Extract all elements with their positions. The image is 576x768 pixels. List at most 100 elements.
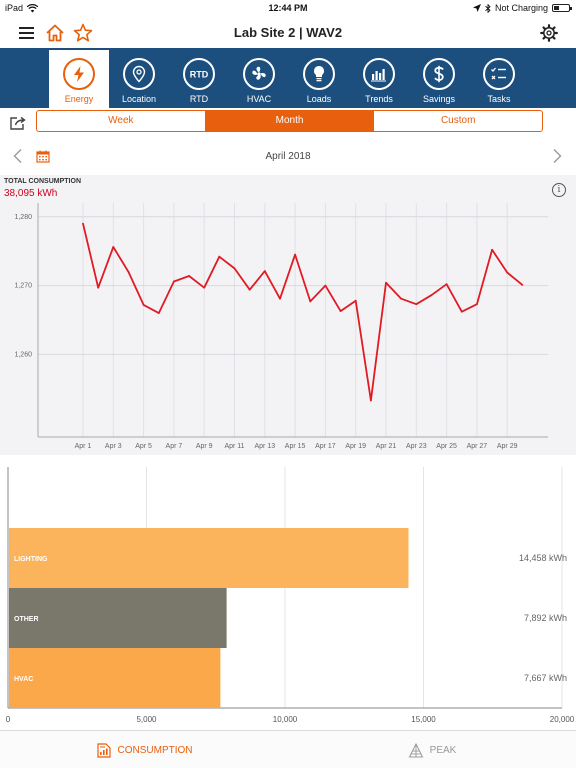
data-point <box>506 271 509 274</box>
x-tick-label: Apr 15 <box>285 443 306 450</box>
chevron-left-icon[interactable] <box>11 148 25 164</box>
period-month-option[interactable]: Month <box>204 111 374 131</box>
tab-energy[interactable]: Energy <box>49 50 109 108</box>
tab-tasks[interactable]: Tasks <box>469 50 529 108</box>
bar-category-label: OTHER <box>14 616 39 623</box>
period-custom-option[interactable]: Custom <box>373 111 542 131</box>
tab-consumption[interactable]: CONSUMPTION <box>0 731 288 768</box>
plot-area <box>38 203 548 437</box>
data-point <box>324 284 327 287</box>
current-month-label: April 2018 <box>265 151 311 162</box>
tab-location[interactable]: Location <box>109 50 169 108</box>
data-point <box>97 286 100 289</box>
data-point <box>203 286 206 289</box>
period-week-option[interactable]: Week <box>108 115 134 126</box>
star-icon[interactable] <box>72 22 94 44</box>
tab-label: Trends <box>365 94 393 104</box>
battery-icon <box>552 4 572 12</box>
share-export-icon[interactable] <box>9 115 27 131</box>
data-point <box>415 303 418 306</box>
bar-value-label: 7,667 kWh <box>524 673 567 683</box>
x-tick-label: Apr 11 <box>224 443 244 450</box>
data-point <box>339 310 342 312</box>
x-tick-label: Apr 19 <box>345 443 366 450</box>
tab-rtd[interactable]: RTD RTD <box>169 50 229 108</box>
total-consumption-label: TOTAL CONSUMPTION <box>4 178 81 185</box>
x-tick-label: Apr 29 <box>497 443 518 450</box>
bottom-tab-bar: CONSUMPTION PEAK <box>0 730 576 768</box>
page-title: Lab Site 2 | WAV2 <box>233 25 343 40</box>
status-time: 12:44 PM <box>268 3 308 13</box>
home-icon[interactable] <box>44 22 66 44</box>
calendar-icon[interactable] <box>36 150 50 163</box>
bar-value-label: 7,892 kWh <box>524 613 567 623</box>
x-tick-label: Apr 5 <box>135 443 152 450</box>
category-breakdown-bar-chart: 0 5,000 10,000 15,000 20,000 LIGHTING 14,458 k… <box>6 467 575 724</box>
x-tick-label: Apr 9 <box>196 443 213 450</box>
status-bar: iPad 12:44 PM Not Charging <box>0 0 576 16</box>
x-tick-label: 0 <box>6 715 11 724</box>
tab-trends[interactable]: Trends <box>349 50 409 108</box>
tab-savings[interactable]: Savings <box>409 50 469 108</box>
data-point <box>112 246 115 248</box>
tab-label: Savings <box>422 94 456 104</box>
tab-loads[interactable]: Loads <box>289 50 349 108</box>
tab-label: Energy <box>64 94 94 104</box>
data-point <box>309 300 312 303</box>
tab-hvac[interactable]: HVAC <box>229 50 289 108</box>
data-point <box>369 399 372 402</box>
menu-icon[interactable] <box>16 22 38 44</box>
x-tick-label: Apr 7 <box>166 443 183 450</box>
chevron-right-icon[interactable] <box>550 148 564 164</box>
info-icon[interactable]: i <box>552 183 566 197</box>
x-tick-label: Apr 27 <box>467 443 488 450</box>
category-breakdown-panel: 0 5,000 10,000 15,000 20,000 LIGHTING 14,458 k… <box>0 455 576 730</box>
settings-gear-icon[interactable] <box>538 22 560 44</box>
tab-peak-label: PEAK <box>429 744 457 756</box>
data-point <box>173 280 175 283</box>
x-tick-label: 15,000 <box>411 715 436 724</box>
data-point <box>248 288 251 291</box>
lightning-icon <box>63 58 95 90</box>
data-point <box>218 255 221 258</box>
bar-other <box>9 588 227 648</box>
tab-label: Loads <box>306 94 332 104</box>
y-tick-label: 1,270 <box>14 283 32 290</box>
period-selector: Week Month Custom <box>36 110 543 132</box>
location-arrow-icon <box>472 4 481 12</box>
data-point <box>263 270 266 273</box>
data-point <box>445 283 448 286</box>
consumption-icon <box>96 742 111 758</box>
location-pin-icon <box>123 58 155 90</box>
x-tick-label: Apr 13 <box>254 443 275 450</box>
peak-icon <box>408 742 423 757</box>
data-point <box>279 297 281 300</box>
data-point <box>188 275 190 277</box>
x-tick-label: Apr 3 <box>105 443 122 450</box>
x-tick-label: Apr 21 <box>376 443 397 450</box>
bar-value-label: 14,458 kWh <box>519 553 567 563</box>
data-point <box>521 284 524 286</box>
y-tick-label: 1,280 <box>14 214 32 221</box>
checklist-icon <box>483 58 515 90</box>
data-point <box>127 270 130 273</box>
module-tab-bar: Energy Location RTD RTD HVAC Loads Trend… <box>0 48 576 108</box>
daily-consumption-panel: TOTAL CONSUMPTION 38,095 kWh i 1,260 1,27… <box>0 175 576 455</box>
fan-icon <box>243 58 275 90</box>
x-tick-label: Apr 1 <box>75 443 92 450</box>
tab-peak[interactable]: PEAK <box>288 731 576 768</box>
data-point <box>157 312 160 315</box>
data-point <box>385 281 387 284</box>
x-tick-label: 5,000 <box>136 715 157 724</box>
x-tick-label: 20,000 <box>550 715 575 724</box>
bar-category-label: LIGHTING <box>14 556 48 563</box>
bulb-icon <box>303 58 335 90</box>
data-point <box>82 222 84 225</box>
consumption-series-line <box>82 223 523 402</box>
x-tick-label: Apr 23 <box>406 443 427 450</box>
data-point <box>294 253 296 256</box>
daily-consumption-line-chart: 1,260 1,270 1,280 Apr 1 Apr 3 Apr 5 Apr 7 Apr 9… <box>14 203 548 450</box>
total-consumption-value: 38,095 kWh <box>4 188 58 199</box>
tab-label: HVAC <box>246 94 272 104</box>
data-point <box>476 303 478 306</box>
